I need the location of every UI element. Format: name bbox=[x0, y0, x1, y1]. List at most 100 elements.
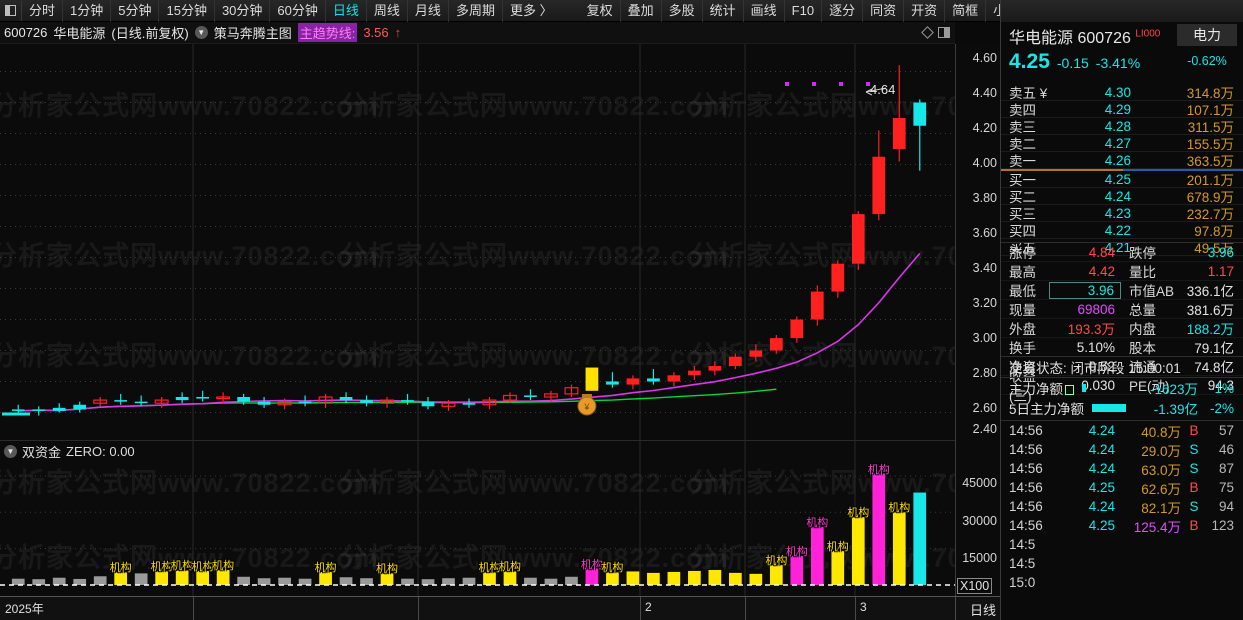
volume-bar bbox=[729, 572, 742, 585]
tick-price: 4.25 bbox=[1088, 518, 1115, 533]
chevron-down-icon[interactable]: ▼ bbox=[4, 445, 17, 458]
period-monthly[interactable]: 月线 bbox=[408, 0, 449, 22]
tick-amount: 62.6万 bbox=[1141, 481, 1181, 497]
order-book-ask-row[interactable]: 卖五 ¥ 4.30 314.8万 bbox=[1001, 84, 1243, 101]
main-force-bar bbox=[1082, 384, 1086, 392]
tick-list[interactable]: 14:56 4.24 40.8万 B 57 14:56 4.24 29.0万 S 46 14:56 4… bbox=[1001, 420, 1243, 592]
tick-side: B bbox=[1189, 423, 1199, 438]
tick-row[interactable]: 14:5 bbox=[1001, 535, 1243, 554]
layout-toggle-icon[interactable] bbox=[938, 27, 950, 38]
tool-f10[interactable]: F10 bbox=[785, 0, 823, 22]
stats-key: 涨停 bbox=[1009, 246, 1036, 261]
period-60min[interactable]: 60分钟 bbox=[270, 0, 326, 22]
order-book-ask-row[interactable]: 卖四 4.29 107.1万 bbox=[1001, 101, 1243, 118]
sector-name: 电力 bbox=[1177, 24, 1237, 46]
main-trend-line bbox=[18, 252, 921, 412]
list-icon[interactable] bbox=[1065, 385, 1074, 395]
stats-value: 74.8亿 bbox=[1194, 360, 1234, 375]
tick-row[interactable]: 14:56 4.24 40.8万 B 57 bbox=[1001, 421, 1243, 440]
tick-time: 14:56 bbox=[1009, 518, 1043, 533]
institution-tag: 机构 bbox=[888, 502, 911, 515]
chevron-down-icon[interactable]: ▼ bbox=[194, 26, 208, 39]
tool-jiankuang[interactable]: 简框 bbox=[945, 0, 987, 22]
tick-amount: 82.1万 bbox=[1141, 500, 1181, 516]
candle bbox=[524, 389, 537, 401]
stats-key: 股本 bbox=[1129, 341, 1156, 356]
tick-row[interactable]: 14:5 bbox=[1001, 554, 1243, 573]
institution-tag: 机构 bbox=[826, 541, 849, 554]
institution-tag: 机构 bbox=[806, 516, 829, 529]
tool-diejia[interactable]: 叠加 bbox=[621, 0, 662, 22]
period-more[interactable]: 更多 〉 bbox=[509, 2, 553, 18]
tool-duogu[interactable]: 多股 bbox=[662, 0, 703, 22]
volume-bar bbox=[278, 577, 291, 585]
tool-fuquan[interactable]: 复权 bbox=[580, 0, 621, 22]
stock-name-label: 华电能源 bbox=[53, 26, 106, 41]
period-5min[interactable]: 5分钟 bbox=[111, 0, 160, 22]
volume-bar bbox=[462, 577, 476, 585]
tool-huaxian[interactable]: 画线 bbox=[744, 0, 785, 22]
candle bbox=[32, 406, 46, 416]
candle bbox=[277, 398, 292, 410]
ob-volume: 97.8万 bbox=[1194, 224, 1234, 239]
order-book-bid-row[interactable]: 买三 4.23 232.7万 bbox=[1001, 205, 1243, 222]
institution-tag: 机构 bbox=[314, 561, 337, 574]
stats-value: 1.17 bbox=[1207, 263, 1234, 279]
volume-bar bbox=[319, 571, 332, 585]
period-30min[interactable]: 30分钟 bbox=[215, 0, 271, 22]
volume-bar bbox=[769, 565, 783, 585]
panel-toggle-icon[interactable] bbox=[0, 0, 22, 21]
price-tick: 3.80 bbox=[972, 191, 997, 205]
order-book[interactable]: 卖五 ¥ 4.30 314.8万 卖四 4.29 107.1万 卖三 4.28 311.5万 卖二… bbox=[1001, 84, 1243, 256]
order-book-ask-row[interactable]: 卖二 4.27 155.5万 bbox=[1001, 135, 1243, 152]
candle bbox=[93, 397, 108, 407]
volume-bar bbox=[872, 473, 886, 585]
tool-zhufen[interactable]: 逐分 bbox=[822, 0, 864, 22]
tool-kaizi[interactable]: 开资 bbox=[904, 0, 946, 22]
volume-axis: 45000 30000 15000 bbox=[955, 440, 1000, 596]
order-book-bid-row[interactable]: 买二 4.24 678.9万 bbox=[1001, 188, 1243, 205]
indicator-system-name[interactable]: 策马奔腾主图 bbox=[213, 26, 292, 41]
period-fenshi[interactable]: 分时 bbox=[22, 0, 64, 22]
tick-row[interactable]: 14:56 4.24 29.0万 S 46 bbox=[1001, 440, 1243, 459]
order-book-ask-row[interactable]: 卖三 4.28 311.5万 bbox=[1001, 118, 1243, 135]
volume-bar bbox=[196, 570, 209, 585]
price-tick: 3.60 bbox=[972, 226, 997, 240]
volume-bar bbox=[421, 579, 435, 585]
tick-row[interactable]: 14:56 4.25 62.6万 B 75 bbox=[1001, 478, 1243, 497]
order-book-ask-row[interactable]: 卖一 4.26 363.5万 bbox=[1001, 152, 1243, 169]
period-daily[interactable]: 日线 bbox=[326, 0, 367, 22]
sector-block[interactable]: 电力 -0.62% bbox=[1177, 24, 1237, 68]
price-chart-area[interactable]: 分析家公式网www.70822.com 分析家公式网www.70822.com … bbox=[0, 44, 955, 440]
period-1min[interactable]: 1分钟 bbox=[63, 0, 112, 22]
tool-tongzi[interactable]: 同资 bbox=[863, 0, 905, 22]
tick-row[interactable]: 15:0 bbox=[1001, 573, 1243, 592]
stats-value: 79.1亿 bbox=[1194, 341, 1234, 356]
order-book-bid-row[interactable]: 买五 4.21 49.5万 bbox=[1001, 239, 1243, 256]
tick-time: 14:56 bbox=[1009, 442, 1043, 457]
tool-tongji[interactable]: 统计 bbox=[703, 0, 744, 22]
volume-bar bbox=[93, 576, 107, 585]
candle bbox=[52, 403, 66, 413]
period-15min[interactable]: 15分钟 bbox=[159, 0, 215, 22]
stats-row: 净资 0.52 流通 74.8亿 bbox=[1001, 357, 1243, 376]
main-force-row: 5日主力净额 -1.39亿 -2% bbox=[1001, 398, 1243, 418]
volume-bar bbox=[851, 517, 865, 585]
stats-key: 最低 bbox=[1009, 284, 1036, 299]
tick-row[interactable]: 14:56 4.24 63.0万 S 87 bbox=[1001, 459, 1243, 478]
candle bbox=[810, 285, 824, 326]
tick-row[interactable]: 14:56 4.24 82.1万 S 94 bbox=[1001, 497, 1243, 516]
order-book-bid-row[interactable]: 买一 4.25 201.1万 bbox=[1001, 171, 1243, 188]
price-tick: 2.40 bbox=[972, 422, 997, 436]
volume-bar bbox=[442, 578, 455, 585]
lower-indicator-name[interactable]: 双资金 bbox=[22, 445, 62, 460]
tick-time: 14:56 bbox=[1009, 461, 1043, 476]
tick-row[interactable]: 14:56 4.25 125.4万 B 123 bbox=[1001, 516, 1243, 535]
period-weekly[interactable]: 周线 bbox=[367, 0, 408, 22]
ob-label: 卖四 bbox=[1009, 103, 1036, 118]
period-multi[interactable]: 多周期 bbox=[449, 0, 503, 22]
volume-indicator-area[interactable]: 分析家公式网www.70822.com 分析家公式网www.70822.com … bbox=[0, 440, 955, 596]
institution-tag: 机构 bbox=[765, 555, 788, 568]
order-book-bid-row[interactable]: 买四 4.22 97.8万 bbox=[1001, 222, 1243, 239]
diamond-icon[interactable] bbox=[921, 26, 934, 39]
